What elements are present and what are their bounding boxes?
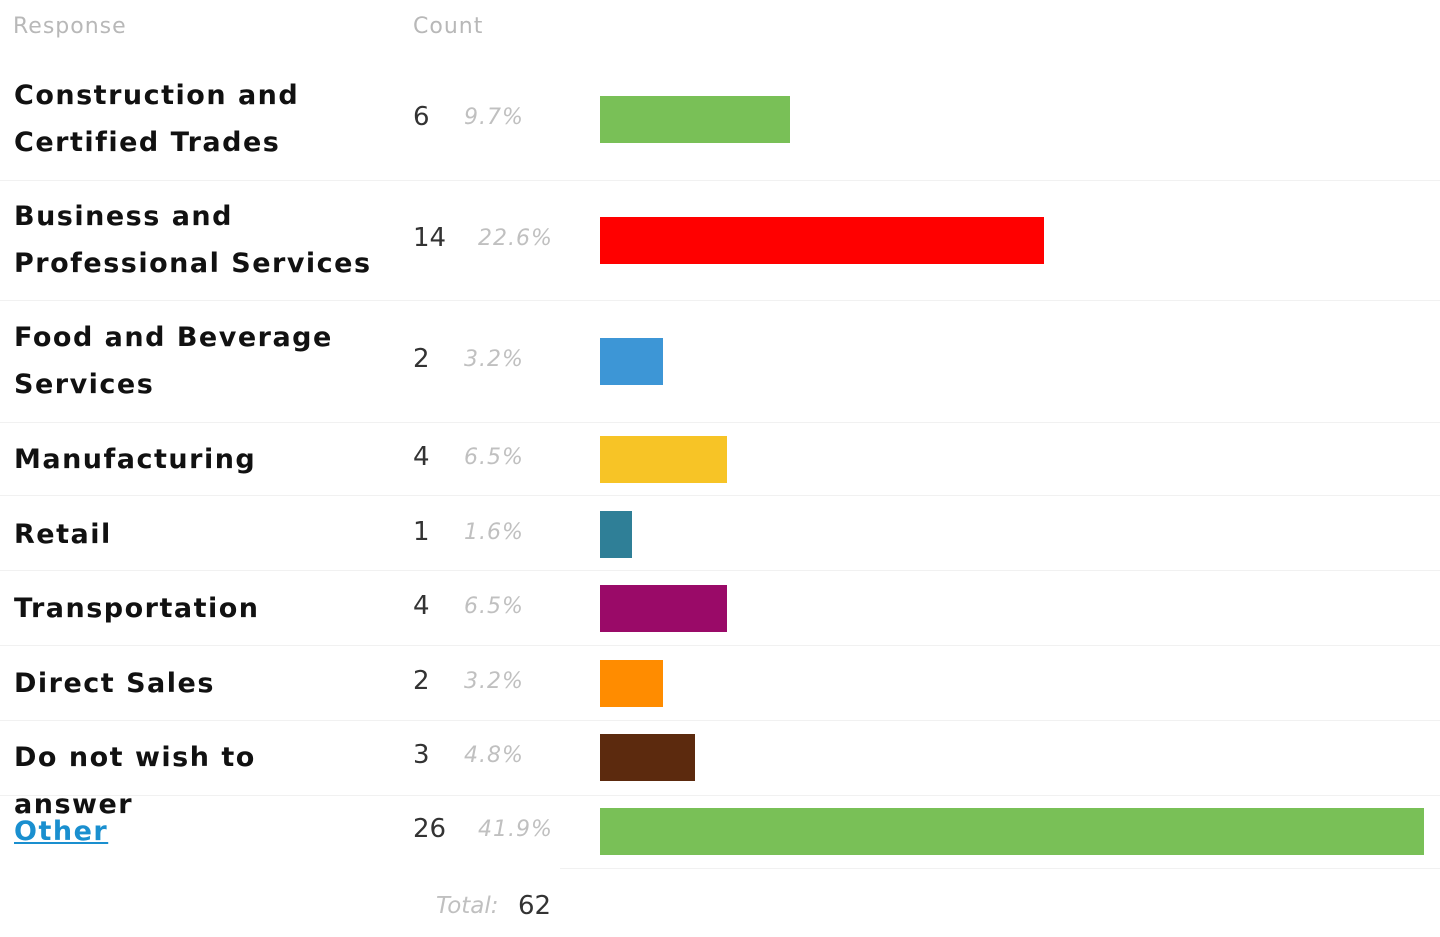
row-divider: [0, 570, 1440, 571]
response-count: 1: [413, 517, 430, 547]
response-percent: 1.6%: [464, 520, 524, 545]
response-percent: 6.5%: [464, 445, 524, 470]
response-bar: [600, 584, 727, 632]
response-percent: 6.5%: [464, 594, 524, 619]
response-label-line: Construction and: [14, 80, 300, 111]
response-label-line: Retail: [14, 518, 112, 550]
response-label: Construction and Certified Trades: [14, 72, 374, 166]
response-label: Do not wish to answer: [14, 734, 374, 828]
row-divider: [0, 720, 1440, 721]
response-bar: [600, 95, 791, 143]
response-percent: 3.2%: [464, 347, 524, 372]
response-label: Retail: [14, 511, 374, 558]
response-label: Food and Beverage Services: [14, 314, 374, 408]
response-count: 6: [413, 102, 430, 132]
response-bar: [600, 216, 1044, 264]
response-label-line: Transportation: [14, 592, 260, 624]
response-label: Business and Professional Services: [14, 193, 374, 287]
response-percent: 9.7%: [464, 105, 524, 130]
response-count: 4: [413, 591, 430, 621]
total-label: Total:: [436, 893, 499, 919]
response-label-line: Other: [14, 815, 109, 847]
row-divider: [0, 495, 1440, 496]
row-divider: [560, 868, 1440, 869]
response-percent: 41.9%: [478, 817, 553, 842]
row-divider: [0, 645, 1440, 646]
response-bar: [600, 337, 664, 385]
count-column-header: Count: [413, 14, 484, 39]
response-label: Manufacturing: [14, 436, 374, 483]
row-divider: [0, 422, 1440, 423]
response-bar: [600, 435, 727, 483]
response-percent: 4.8%: [464, 743, 524, 768]
response-label: Direct Sales: [14, 660, 374, 707]
response-label-line: Do not wish to answer: [14, 741, 256, 820]
response-count: 2: [413, 666, 430, 696]
row-divider: [0, 795, 1440, 796]
response-label-line: Business and: [14, 201, 233, 232]
response-bar: [600, 807, 1424, 855]
response-label-line: Certified Trades: [14, 127, 281, 158]
response-count: 4: [413, 442, 430, 472]
other-response-link[interactable]: Other: [14, 808, 374, 855]
response-percent: 22.6%: [478, 226, 553, 251]
response-column-header: Response: [13, 14, 127, 39]
response-percent: 3.2%: [464, 669, 524, 694]
row-divider: [0, 300, 1440, 301]
response-count: 2: [413, 344, 430, 374]
response-label-line: Professional Services: [14, 248, 372, 279]
response-label-line: Services: [14, 369, 155, 400]
row-divider: [0, 180, 1440, 181]
response-label-line: Direct Sales: [14, 667, 215, 699]
response-count: 26: [413, 814, 447, 844]
response-bar: [600, 733, 696, 781]
response-bar: [600, 510, 632, 558]
response-count: 3: [413, 740, 430, 770]
response-bar: [600, 659, 664, 707]
response-label-line: Manufacturing: [14, 443, 257, 475]
response-label-line: Food and Beverage: [14, 322, 333, 353]
response-label: Transportation: [14, 585, 374, 632]
total-value: 62: [518, 891, 552, 921]
response-count: 14: [413, 223, 447, 253]
